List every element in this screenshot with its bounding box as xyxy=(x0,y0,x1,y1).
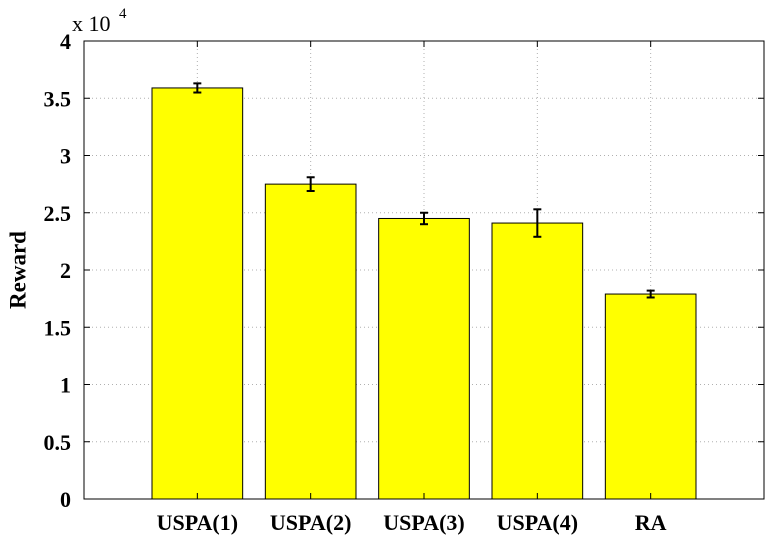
y-tick-label: 0 xyxy=(60,487,71,512)
y-multiplier-base: x 10 xyxy=(72,11,111,36)
x-tick-label: RA xyxy=(635,510,667,535)
y-tick-label: 2.5 xyxy=(44,201,72,226)
y-tick-label: 1.5 xyxy=(44,315,72,340)
x-tick-label: USPA(3) xyxy=(383,510,464,535)
bar xyxy=(264,183,357,500)
y-axis-title: Reward xyxy=(5,231,30,309)
y-tick-label: 3 xyxy=(60,144,71,169)
y-tick-label: 1 xyxy=(60,373,71,398)
y-tick-label: 3.5 xyxy=(44,86,72,111)
x-tick-labels: USPA(1) USPA(2) USPA(3) USPA(4) RA xyxy=(157,510,667,535)
x-tick-label: USPA(4) xyxy=(497,510,578,535)
y-tick-label: 4 xyxy=(60,29,71,54)
bar xyxy=(604,293,697,500)
y-axis-multiplier: x 10 4 xyxy=(72,6,127,36)
error-bars xyxy=(193,82,655,299)
y-tick-label: 0.5 xyxy=(44,430,72,455)
x-tick-label: USPA(1) xyxy=(157,510,238,535)
bar xyxy=(378,217,470,500)
y-tick-labels: 0 0.5 1 1.5 2 2.5 3 3.5 4 xyxy=(44,29,72,512)
y-multiplier-exponent: 4 xyxy=(119,6,127,22)
bar xyxy=(151,87,244,500)
axis-ticks xyxy=(84,40,764,500)
y-tick-label: 2 xyxy=(60,258,71,283)
bar xyxy=(491,222,584,500)
x-tick-label: USPA(2) xyxy=(270,510,351,535)
